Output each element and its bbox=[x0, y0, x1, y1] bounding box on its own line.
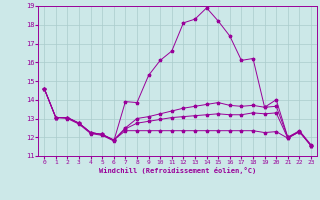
X-axis label: Windchill (Refroidissement éolien,°C): Windchill (Refroidissement éolien,°C) bbox=[99, 167, 256, 174]
